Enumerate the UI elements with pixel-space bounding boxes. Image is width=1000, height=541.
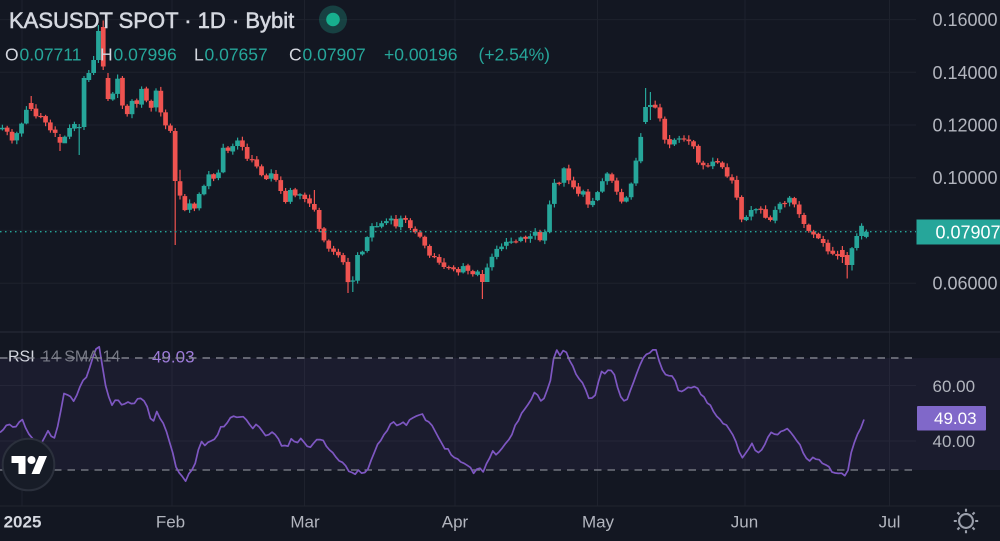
svg-text:H: H — [100, 45, 113, 65]
svg-text:O: O — [5, 45, 19, 65]
svg-text:0.07996: 0.07996 — [114, 45, 177, 65]
svg-text:49.03: 49.03 — [152, 348, 195, 367]
svg-text:0.07711: 0.07711 — [20, 45, 82, 65]
svg-text:L: L — [194, 45, 204, 65]
svg-text:0.06000: 0.06000 — [933, 274, 998, 294]
svg-text:KASUSDT SPOT · 1D · Bybit: KASUSDT SPOT · 1D · Bybit — [9, 8, 294, 33]
svg-text:RSI: RSI — [8, 349, 35, 366]
svg-text:0.12000: 0.12000 — [933, 116, 998, 136]
svg-text:0.14000: 0.14000 — [933, 63, 998, 83]
svg-text:2025: 2025 — [4, 513, 42, 532]
svg-text:(+2.54%): (+2.54%) — [479, 45, 551, 65]
svg-text:Jul: Jul — [879, 513, 901, 532]
svg-text:C: C — [289, 45, 302, 65]
svg-text:+0.00196: +0.00196 — [384, 45, 457, 65]
svg-text:0.07657: 0.07657 — [205, 45, 268, 65]
svg-text:May: May — [582, 513, 615, 532]
svg-text:14 SMA 14: 14 SMA 14 — [42, 349, 120, 366]
svg-text:60.00: 60.00 — [933, 377, 976, 396]
svg-text:0.07907: 0.07907 — [303, 45, 366, 65]
svg-text:Feb: Feb — [156, 513, 185, 532]
svg-text:0.10000: 0.10000 — [933, 168, 998, 188]
svg-text:49.03: 49.03 — [934, 409, 977, 428]
svg-text:Mar: Mar — [290, 513, 320, 532]
svg-text:Apr: Apr — [442, 513, 469, 532]
svg-text:40.00: 40.00 — [933, 432, 976, 451]
svg-text:Jun: Jun — [731, 513, 758, 532]
svg-text:0.07907: 0.07907 — [936, 223, 1000, 243]
svg-text:0.16000: 0.16000 — [933, 10, 998, 30]
